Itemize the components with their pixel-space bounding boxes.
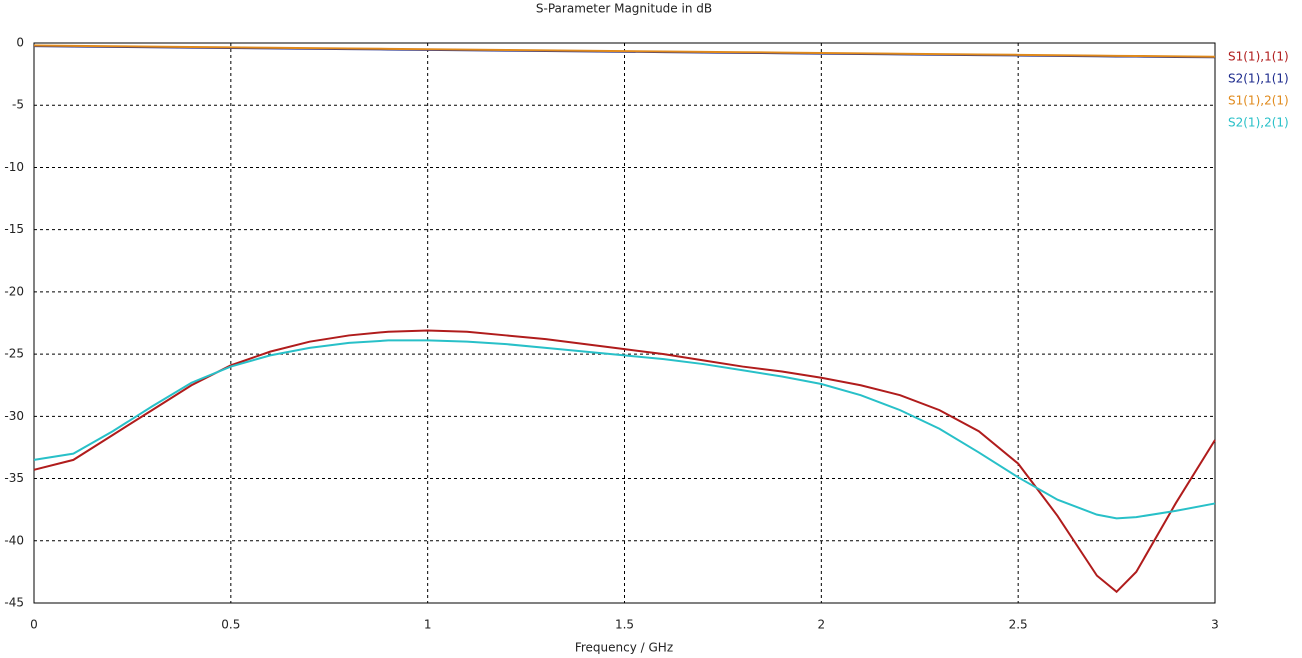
x-tick-label: 0	[30, 618, 38, 632]
x-tick-label: 2.5	[1009, 618, 1028, 632]
y-tick-label: -5	[12, 98, 24, 112]
x-axis-label: Frequency / GHz	[575, 641, 673, 655]
y-tick-label: -25	[4, 347, 24, 361]
series-line	[33, 44, 1216, 58]
y-tick-label: -45	[4, 596, 24, 610]
series-line	[33, 339, 1216, 520]
series-line	[33, 329, 1216, 594]
y-tick-label: -30	[4, 409, 24, 423]
y-tick-label: -15	[4, 222, 24, 236]
y-tick-label: -40	[4, 533, 24, 547]
legend-entry: S1(1),1(1)	[1228, 50, 1289, 64]
x-tick-label: 2	[818, 618, 826, 632]
x-tick-label: 3	[1211, 618, 1219, 632]
y-tick-label: 0	[16, 36, 24, 50]
x-tick-label: 1.5	[615, 618, 634, 632]
legend-entry: S2(1),1(1)	[1228, 72, 1289, 86]
y-tick-label: -20	[4, 284, 24, 298]
plot-frame	[33, 42, 1216, 604]
y-tick-label: -10	[4, 160, 24, 174]
y-tick-label: -35	[4, 471, 24, 485]
legend-entry: S2(1),2(1)	[1228, 116, 1289, 130]
x-tick-label: 0.5	[221, 618, 240, 632]
chart-title: S-Parameter Magnitude in dB	[536, 2, 712, 16]
x-tick-label: 1	[424, 618, 432, 632]
legend-entry: S1(1),2(1)	[1228, 94, 1289, 108]
